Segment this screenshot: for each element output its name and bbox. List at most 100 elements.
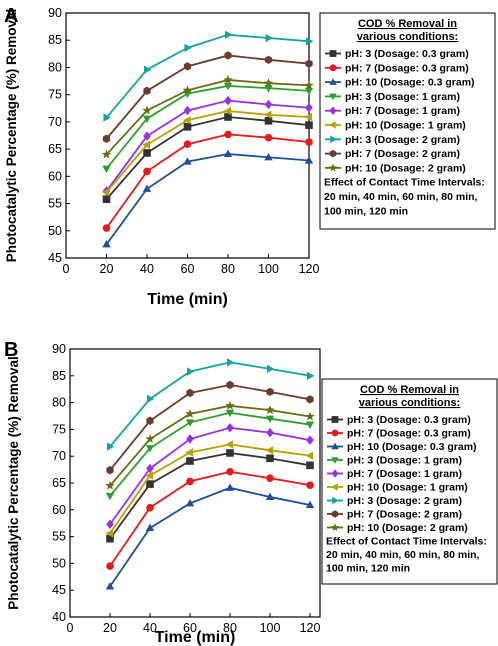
y-tick-label: 60	[48, 169, 62, 183]
data-point	[186, 477, 194, 486]
legend-title: various conditions:	[357, 31, 458, 43]
data-point	[182, 85, 193, 95]
legend-note: 100 min, 120 min	[326, 563, 410, 575]
data-point	[305, 37, 314, 46]
data-point	[186, 457, 194, 465]
legend-marker	[329, 50, 337, 57]
data-point	[304, 112, 313, 122]
data-point	[266, 387, 274, 397]
data-point	[226, 380, 234, 390]
legend-marker	[329, 106, 337, 115]
data-point	[224, 113, 232, 121]
data-point	[306, 395, 314, 404]
x-tick-label: 20	[103, 621, 117, 635]
x-tick-label: 80	[221, 262, 235, 276]
panel-letter: B	[4, 339, 18, 361]
data-point	[143, 131, 151, 141]
legend-label: pH: 3 (Dosage: 2 gram)	[347, 495, 462, 507]
data-point	[186, 388, 194, 398]
data-point	[142, 115, 152, 123]
data-point	[264, 117, 273, 125]
x-tick-label: 120	[300, 621, 321, 635]
data-point	[305, 102, 313, 113]
y-tick-label: 80	[48, 60, 62, 74]
data-point	[265, 33, 273, 43]
data-point	[225, 483, 235, 491]
legend-label: pH: 3 (Dosage: 0.3 gram)	[345, 48, 469, 60]
series-line	[105, 116, 310, 200]
y-tick-label: 75	[52, 422, 66, 436]
data-point	[102, 165, 111, 174]
series-line	[109, 443, 311, 534]
legend-marker	[332, 496, 339, 505]
data-point	[142, 140, 151, 149]
data-point	[306, 461, 314, 470]
legend-box	[319, 12, 496, 230]
data-point	[264, 152, 273, 161]
series-line	[109, 470, 311, 567]
legend-label: pH: 10 (Dosage: 2 gram)	[347, 522, 468, 534]
data-point	[224, 30, 233, 39]
y-tick-label: 55	[52, 530, 66, 544]
legend-marker	[330, 135, 337, 144]
legend-marker	[331, 429, 339, 437]
data-point	[304, 80, 314, 90]
legend-title: COD % Removal in	[358, 18, 457, 30]
data-point	[183, 157, 192, 165]
data-point	[105, 529, 114, 538]
data-point	[304, 87, 314, 96]
data-point	[226, 449, 234, 457]
series-line	[105, 54, 310, 140]
data-point	[226, 467, 234, 476]
plot-frame	[69, 348, 321, 618]
data-point	[183, 105, 192, 116]
y-tick-label: 45	[48, 251, 62, 265]
data-point	[143, 149, 151, 157]
data-point	[185, 419, 195, 427]
y-tick-label: 50	[52, 556, 66, 570]
y-tick-label: 75	[48, 88, 62, 102]
data-point	[265, 405, 275, 415]
x-tick-label: 60	[183, 621, 197, 635]
data-point	[224, 130, 232, 139]
data-point	[102, 224, 111, 232]
legend-marker	[331, 442, 339, 450]
data-point	[146, 503, 154, 512]
data-point	[226, 423, 234, 433]
panel-a-chart: A 0 20 40 60 80 100 120 45 50 55 60 65 70 75 80 85 90 Time…	[4, 5, 496, 308]
data-point	[264, 85, 273, 93]
data-point	[305, 451, 314, 460]
data-point	[102, 240, 111, 248]
y-tick-label: 60	[52, 503, 66, 517]
legend-label: pH: 10 (Dosage: 1 gram)	[345, 120, 466, 132]
x-tick-label: 60	[181, 262, 195, 276]
x-tick-label: 100	[258, 262, 279, 276]
x-tick-label: 40	[143, 621, 157, 635]
legend-label: pH: 10 (Dosage: 0.3 gram)	[345, 77, 475, 89]
legend-marker	[331, 469, 339, 478]
data-point	[143, 86, 151, 96]
data-point	[225, 440, 234, 449]
legend-title: various conditions:	[359, 397, 460, 409]
legend-note: 100 min, 120 min	[324, 205, 408, 217]
data-point	[265, 415, 275, 424]
legend-marker	[331, 416, 339, 423]
data-point	[142, 184, 152, 192]
legend-marker	[329, 93, 337, 101]
legend-label: pH: 7 (Dosage: 1 gram)	[345, 105, 460, 117]
legend-note: Effect of Contact Time Intervals:	[324, 177, 485, 189]
data-point	[145, 434, 155, 444]
data-point	[145, 523, 155, 532]
y-tick-label: 45	[52, 583, 66, 597]
legend-label: pH: 3 (Dosage: 1 gram)	[347, 455, 462, 467]
data-point	[266, 454, 274, 463]
y-tick-label: 85	[48, 33, 62, 47]
data-point	[146, 416, 154, 425]
data-point	[186, 434, 194, 444]
legend-marker	[329, 78, 337, 85]
data-point	[305, 411, 315, 421]
legend-label: pH: 3 (Dosage: 0.3 gram)	[347, 414, 471, 426]
data-point	[264, 133, 273, 142]
legend-note: 20 min, 40 min, 60 min, 80 min,	[326, 549, 480, 561]
